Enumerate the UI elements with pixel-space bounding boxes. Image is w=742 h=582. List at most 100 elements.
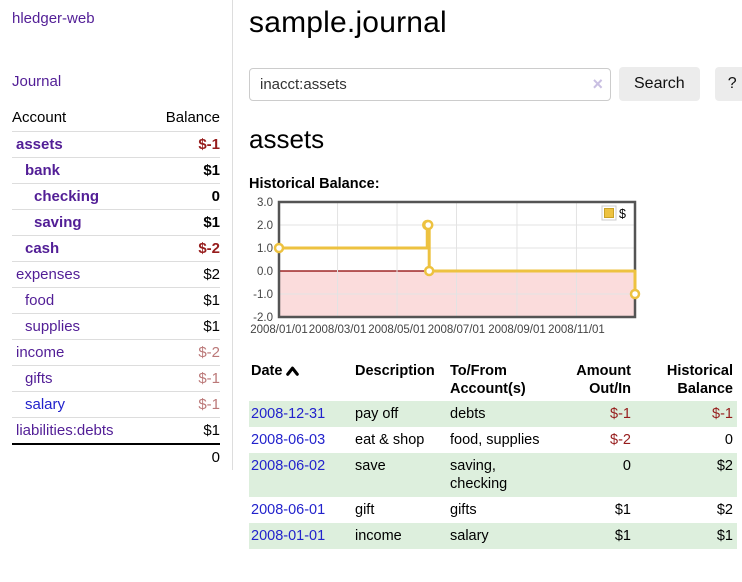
sidebar: hledger-web Journal Account Balance asse… xyxy=(0,0,233,470)
account-total-row: 0 xyxy=(12,443,220,470)
account-link[interactable]: bank xyxy=(25,162,61,179)
transaction-date-link[interactable]: 2008-06-03 xyxy=(251,432,326,448)
register-date-cell: 2008-12-31 xyxy=(249,401,353,427)
register-amount-cell: $1 xyxy=(614,528,631,544)
account-link[interactable]: gifts xyxy=(25,370,53,387)
account-total-value: 0 xyxy=(12,443,220,470)
register-balance-cell: $2 xyxy=(716,502,733,518)
register-accounts-cell: debts xyxy=(450,406,486,422)
svg-text:2008/05/01: 2008/05/01 xyxy=(368,324,426,336)
register-row: 2008-01-01 income salary $1 $1 xyxy=(249,523,737,549)
account-link[interactable]: liabilities:debts xyxy=(16,422,114,439)
register-description-cell: eat & shop xyxy=(355,432,425,448)
account-column-header: Account xyxy=(12,105,148,132)
sidebar-item-journal[interactable]: Journal xyxy=(12,73,62,90)
clear-search-icon[interactable]: × xyxy=(592,73,603,94)
account-heading: assets xyxy=(249,124,325,154)
register-balance-cell: $1 xyxy=(716,528,733,544)
description-column-header: Description xyxy=(355,363,435,379)
register-row: 2008-12-31 pay off debts $-1 $-1 xyxy=(249,401,737,427)
search-input[interactable] xyxy=(249,67,611,101)
account-balance: $-1 xyxy=(147,131,220,158)
app-title-link[interactable]: hledger-web xyxy=(12,10,95,27)
register-balance-cell: $-1 xyxy=(712,406,733,422)
register-header-row: Date Description To/From Account(s) Amou… xyxy=(249,360,737,401)
svg-text:3.0: 3.0 xyxy=(257,197,273,209)
svg-text:-1.0: -1.0 xyxy=(253,289,273,301)
page-title: sample.journal xyxy=(249,6,447,39)
historical-balance-chart: $3.0 2.0 1.0 0.0 -1.0 -2.0 2008/01/01 2008/03/0… xyxy=(249,197,738,339)
register-row: 2008-06-03 eat & shop food, supplies $-2 0 xyxy=(249,427,737,453)
register-amount-cell: 0 xyxy=(622,458,631,474)
transaction-date-link[interactable]: 2008-06-01 xyxy=(251,502,326,518)
account-balance: $1 xyxy=(147,417,220,445)
account-balance: $-1 xyxy=(147,391,220,418)
account-balance: $-1 xyxy=(147,365,220,392)
account-link[interactable]: assets xyxy=(16,136,63,153)
main-content: sample.journal × Search ? assets Histori… xyxy=(233,0,742,549)
register-row: 2008-06-02 save saving, checking 0 $2 xyxy=(249,453,737,497)
account-balance: 0 xyxy=(147,183,220,210)
balance-column-header: Balance xyxy=(147,105,220,132)
account-row: supplies $1 xyxy=(12,313,220,340)
account-link[interactable]: food xyxy=(25,292,55,309)
register-table: Date Description To/From Account(s) Amou… xyxy=(249,360,737,549)
balance-column-header-register: Historical Balance xyxy=(666,363,733,397)
account-row: salary $-1 xyxy=(12,391,220,418)
register-amount-cell: $1 xyxy=(614,502,631,518)
register-description-cell: pay off xyxy=(355,406,399,422)
svg-text:-2.0: -2.0 xyxy=(253,312,273,324)
account-balance: $-2 xyxy=(147,339,220,366)
account-table-body: assets $-1 bank $1 checking 0 saving $1 cash $-2 e… xyxy=(12,131,220,445)
transaction-date-link[interactable]: 2008-01-01 xyxy=(251,528,326,544)
account-row: assets $-1 xyxy=(12,131,220,158)
chart-heading: Historical Balance: xyxy=(249,176,380,192)
date-column-header[interactable]: Date xyxy=(249,360,353,401)
account-link[interactable]: supplies xyxy=(25,318,81,335)
account-link[interactable]: salary xyxy=(25,396,66,413)
register-description-cell: save xyxy=(355,458,386,474)
register-row: 2008-06-01 gift gifts $1 $2 xyxy=(249,497,737,523)
account-link[interactable]: income xyxy=(16,344,65,361)
svg-text:2008/01/01: 2008/01/01 xyxy=(250,324,308,336)
account-link[interactable]: expenses xyxy=(16,266,81,283)
account-balance: $2 xyxy=(147,261,220,288)
accounts-column-header: To/From Account(s) xyxy=(450,363,526,397)
register-description-cell: income xyxy=(355,528,402,544)
account-row: expenses $2 xyxy=(12,261,220,288)
register-date-cell: 2008-01-01 xyxy=(249,523,353,549)
register-date-cell: 2008-06-01 xyxy=(249,497,353,523)
account-row: bank $1 xyxy=(12,157,220,184)
register-amount-cell: $-1 xyxy=(610,406,631,422)
account-row: checking 0 xyxy=(12,183,220,210)
account-row: income $-2 xyxy=(12,339,220,366)
register-amount-cell: $-2 xyxy=(610,432,631,448)
help-button[interactable]: ? xyxy=(714,67,742,101)
register-accounts-cell: saving, checking xyxy=(450,458,508,492)
account-balance: $1 xyxy=(147,313,220,340)
register-date-cell: 2008-06-02 xyxy=(249,453,353,497)
account-row: cash $-2 xyxy=(12,235,220,262)
register-description-cell: gift xyxy=(355,502,375,518)
svg-text:2008/11/01: 2008/11/01 xyxy=(548,324,605,336)
svg-text:2.0: 2.0 xyxy=(257,220,273,232)
account-balance: $1 xyxy=(147,209,220,236)
account-row: saving $1 xyxy=(12,209,220,236)
search-box: × xyxy=(249,67,611,101)
account-row: gifts $-1 xyxy=(12,365,220,392)
search-button[interactable]: Search xyxy=(619,67,700,101)
transaction-date-link[interactable]: 2008-12-31 xyxy=(251,406,326,422)
account-link[interactable]: saving xyxy=(34,214,82,231)
account-balance: $-2 xyxy=(147,235,220,262)
account-row: food $1 xyxy=(12,287,220,314)
svg-text:$: $ xyxy=(619,207,626,221)
transaction-date-link[interactable]: 2008-06-02 xyxy=(251,458,326,474)
account-balance-table: Account Balance assets $-1 bank $1 checking 0… xyxy=(12,105,220,470)
svg-text:2008/09/01: 2008/09/01 xyxy=(488,324,546,336)
account-link[interactable]: cash xyxy=(25,240,60,257)
sort-ascending-icon xyxy=(286,363,300,381)
svg-text:2008/07/01: 2008/07/01 xyxy=(428,324,486,336)
account-link[interactable]: checking xyxy=(34,188,100,205)
svg-text:2008/03/01: 2008/03/01 xyxy=(309,324,367,336)
